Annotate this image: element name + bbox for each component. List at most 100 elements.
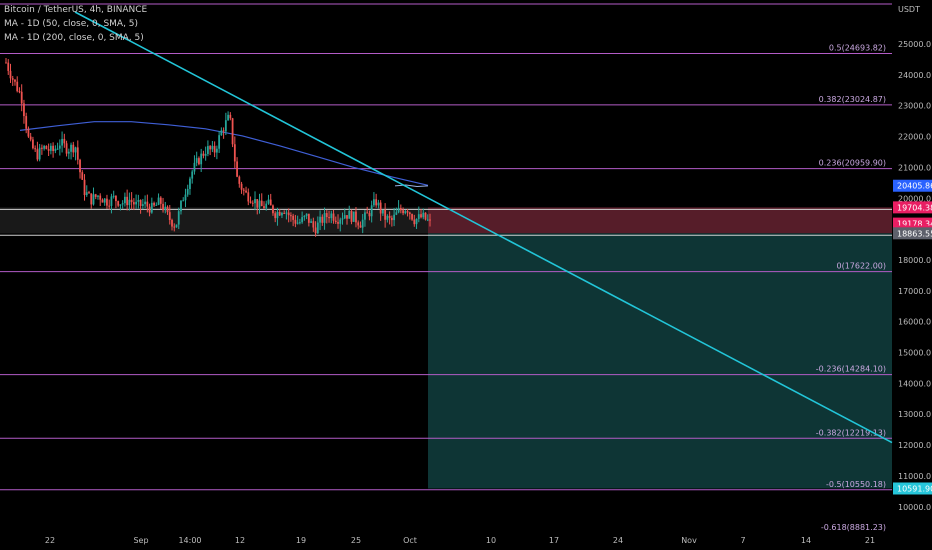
candle-body: [184, 194, 187, 201]
candle-body: [305, 213, 308, 216]
candle-body: [117, 201, 120, 206]
legend-ma-200[interactable]: MA - 1D (200, close, 0, SMA, 5): [4, 33, 144, 43]
candle-body: [321, 216, 324, 223]
candle-body: [121, 203, 124, 205]
price-axis[interactable]: USDT 10000.0 11000.0 12000.0 13000.0 14000.0 1…: [893, 0, 932, 550]
candle-body: [337, 222, 339, 224]
price-tick-label: 22000.0: [898, 133, 931, 142]
candle-body: [388, 215, 391, 218]
candle-body: [307, 213, 310, 223]
candle-body: [52, 145, 55, 151]
price-tick-label: 15000.0: [898, 349, 931, 358]
candle-body: [211, 145, 214, 150]
candle-body: [424, 212, 427, 220]
candle-body: [364, 212, 366, 220]
candle-body: [222, 130, 225, 132]
candle-body: [34, 148, 37, 150]
legend-symbol[interactable]: Bitcoin / TetherUS, 4h, BINANCE: [4, 5, 148, 15]
candle-body: [97, 195, 99, 197]
candle-body: [204, 153, 207, 156]
candle-body: [61, 138, 63, 146]
candle-body: [269, 199, 272, 206]
candle-body: [94, 194, 97, 197]
candle-body: [171, 219, 173, 227]
candle-body: [339, 219, 342, 224]
candle-body: [88, 192, 90, 194]
candle-body: [390, 217, 393, 221]
candle-body: [7, 62, 10, 71]
candle-body: [132, 202, 135, 205]
chart-legend: Bitcoin / TetherUS, 4h, BINANCE MA - 1D …: [4, 3, 147, 45]
candle-body: [267, 199, 270, 204]
price-tick-label: 11000.0: [898, 472, 931, 481]
candle-body: [76, 147, 79, 160]
candle-body: [319, 216, 321, 223]
time-axis[interactable]: 22 Sep 14:00 12 19 25 Oct 10 17 24 Nov 7 14 21: [45, 536, 875, 545]
candle-body: [220, 130, 223, 136]
candle-body: [139, 199, 142, 206]
candle-body: [294, 219, 297, 224]
price-tick-label: 25000.0: [898, 40, 931, 49]
candle-body: [213, 145, 216, 153]
candle-body: [413, 219, 416, 225]
trendline[interactable]: [74, 11, 893, 444]
price-tick-label: 17000.0: [898, 287, 931, 296]
candle-body: [352, 211, 355, 222]
fib-label: 0.382(23024.87): [819, 95, 886, 104]
candle-body: [238, 176, 241, 184]
price-tag-label: 20405.86: [897, 182, 932, 191]
legend-ma-50[interactable]: MA - 1D (50, close, 0, SMA, 5): [4, 19, 139, 29]
candle-body: [128, 199, 131, 206]
candle-body: [182, 200, 185, 202]
candle-body: [375, 199, 378, 206]
candle-body: [150, 202, 153, 213]
candle-body: [343, 215, 346, 219]
candle-body: [5, 62, 7, 64]
candle-body: [245, 190, 247, 193]
candle-body: [209, 146, 212, 150]
fib-label: 0(17622.00): [836, 262, 886, 271]
price-axis-bg: [893, 0, 932, 550]
candle-body: [83, 179, 86, 196]
price-tag-bg: [893, 179, 932, 192]
candle-body: [173, 226, 176, 228]
candle-body: [314, 227, 317, 234]
candle-body: [316, 222, 319, 234]
fib-label: -0.618(8881.23): [821, 523, 886, 532]
candle-body: [278, 211, 281, 216]
candle-body: [330, 213, 333, 219]
candle-body: [92, 194, 95, 205]
candle-body: [325, 213, 328, 218]
price-tags: 20405.8619704.3819178.3402:33:2118863.55…: [893, 179, 932, 495]
candle-body: [101, 199, 104, 203]
price-tick-label: 10000.0: [898, 503, 931, 512]
candle-body: [348, 210, 351, 219]
candle-body: [404, 211, 407, 214]
candle-body: [287, 212, 290, 216]
candle-body: [166, 206, 169, 213]
candle-body: [63, 138, 66, 144]
time-tick-label: 24: [613, 536, 623, 545]
candle-body: [144, 201, 146, 205]
candle-body: [408, 212, 411, 215]
time-tick-label: 22: [45, 536, 55, 545]
candle-body: [135, 201, 138, 205]
price-tick-label: 16000.0: [898, 318, 931, 327]
candle-body: [36, 149, 39, 160]
take-profit-zone: [428, 233, 892, 489]
candle-body: [81, 172, 84, 180]
candle-body: [45, 145, 48, 150]
fib-label: -0.236(14284.10): [816, 365, 886, 374]
candle-body: [189, 178, 191, 190]
candle-body: [393, 214, 396, 221]
candle-body: [281, 212, 283, 216]
candle-body: [74, 147, 77, 153]
time-tick-label: Oct: [403, 536, 417, 545]
candle-body: [251, 202, 254, 204]
candle-body: [328, 217, 330, 219]
time-tick-label: 19: [296, 536, 306, 545]
candle-body: [381, 209, 384, 214]
candle-body: [301, 217, 304, 223]
candle-body: [303, 215, 306, 218]
